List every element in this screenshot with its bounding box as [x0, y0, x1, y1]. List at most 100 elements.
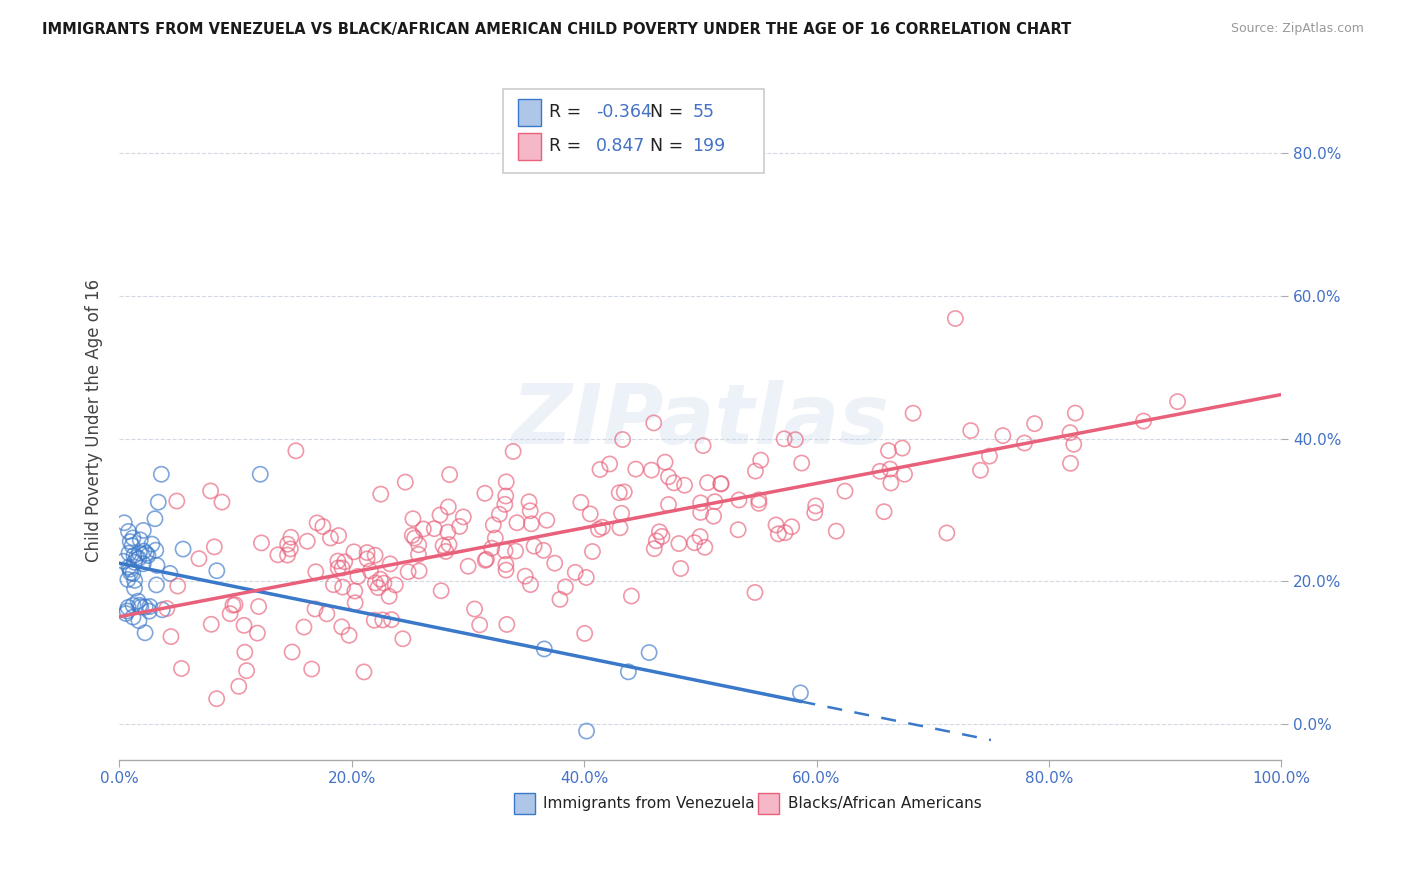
Point	[211, 495, 233, 509]
Point	[502, 444, 524, 458]
Point	[150, 467, 173, 482]
Point	[599, 457, 621, 471]
Point	[893, 467, 915, 482]
Point	[617, 665, 640, 679]
Text: ZIPatlas: ZIPatlas	[512, 380, 890, 461]
Point	[588, 522, 610, 536]
Point	[482, 517, 505, 532]
Point	[364, 575, 387, 590]
Text: R =: R =	[550, 103, 588, 121]
Y-axis label: Child Poverty Under the Age of 16: Child Poverty Under the Age of 16	[86, 279, 103, 562]
Point	[780, 520, 803, 534]
Point	[122, 610, 145, 624]
Point	[657, 470, 679, 484]
Point	[657, 498, 679, 512]
Point	[495, 489, 517, 503]
Point	[384, 578, 406, 592]
Point	[669, 561, 692, 575]
Point	[129, 533, 152, 547]
Point	[166, 579, 188, 593]
Point	[991, 428, 1014, 442]
Point	[785, 433, 807, 447]
Point	[548, 592, 571, 607]
Point	[494, 543, 516, 558]
Point	[128, 546, 150, 560]
Point	[301, 662, 323, 676]
Point	[235, 664, 257, 678]
Point	[891, 441, 914, 455]
Point	[392, 632, 415, 646]
Point	[112, 554, 135, 568]
Point	[519, 504, 541, 518]
Text: N =: N =	[651, 103, 689, 121]
Point	[122, 531, 145, 545]
Point	[519, 577, 541, 591]
Point	[804, 499, 827, 513]
Point	[292, 620, 315, 634]
Point	[581, 544, 603, 558]
Point	[979, 449, 1001, 463]
Point	[368, 572, 391, 586]
Point	[748, 492, 770, 507]
Point	[1063, 437, 1085, 451]
Point	[495, 558, 517, 572]
Point	[322, 577, 344, 591]
Point	[696, 475, 718, 490]
Point	[533, 543, 555, 558]
Point	[612, 433, 634, 447]
Point	[880, 475, 903, 490]
Point	[205, 564, 228, 578]
Point	[475, 552, 498, 566]
Point	[353, 665, 375, 679]
Point	[117, 524, 139, 539]
Point	[328, 528, 350, 542]
Point	[803, 506, 825, 520]
Point	[515, 569, 537, 583]
Point	[574, 626, 596, 640]
Point	[343, 545, 366, 559]
Point	[344, 596, 367, 610]
Point	[276, 548, 298, 562]
Point	[692, 439, 714, 453]
Point	[943, 311, 966, 326]
Point	[484, 531, 506, 545]
Point	[249, 467, 271, 482]
Point	[969, 463, 991, 477]
Point	[364, 548, 387, 562]
Point	[267, 548, 290, 562]
Point	[506, 516, 529, 530]
Point	[297, 534, 319, 549]
Point	[591, 520, 613, 534]
Point	[589, 462, 612, 476]
Point	[205, 691, 228, 706]
Point	[122, 549, 145, 563]
Point	[356, 552, 378, 566]
Point	[879, 462, 901, 476]
Point	[654, 455, 676, 469]
Point	[662, 475, 685, 490]
Point	[474, 486, 496, 500]
Point	[315, 607, 337, 621]
Point	[124, 574, 146, 588]
Point	[520, 516, 543, 531]
Point	[935, 526, 957, 541]
Point	[141, 537, 163, 551]
FancyBboxPatch shape	[503, 88, 765, 173]
Point	[156, 601, 179, 615]
Text: Immigrants from Venezuela: Immigrants from Venezuela	[544, 797, 755, 811]
Point	[371, 613, 394, 627]
Point	[370, 487, 392, 501]
Point	[380, 613, 402, 627]
Point	[378, 589, 401, 603]
Point	[166, 494, 188, 508]
Point	[412, 522, 434, 536]
Point	[233, 645, 256, 659]
Point	[437, 500, 460, 514]
Point	[250, 536, 273, 550]
Point	[202, 540, 225, 554]
Point	[703, 509, 725, 524]
Point	[749, 453, 772, 467]
Point	[728, 493, 751, 508]
Point	[124, 581, 146, 595]
FancyBboxPatch shape	[758, 794, 779, 814]
